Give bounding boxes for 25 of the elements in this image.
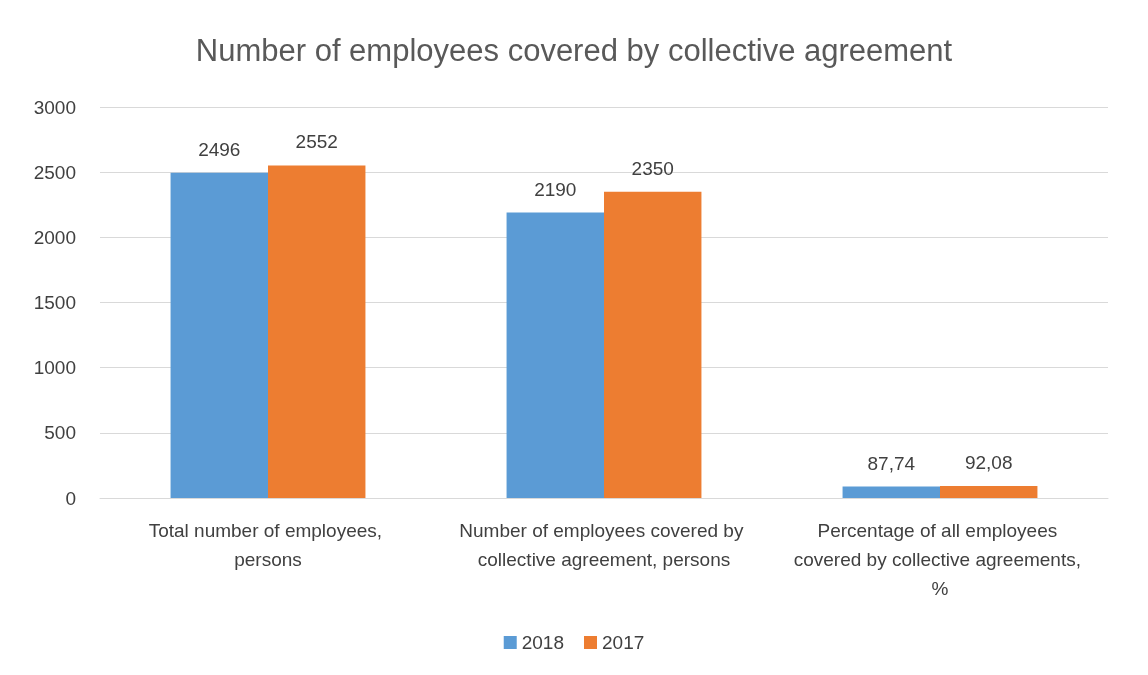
x-tick-label: Total number of employees, persons [148,520,388,570]
bar [506,212,604,498]
y-tick-label: 1500 [33,292,76,313]
legend-label: 2018 [521,632,565,653]
y-tick-label: 2500 [33,161,76,183]
legend-label: 2017 [602,632,645,653]
x-tick-label: Percentage of all employees covered by collective agreements, % [793,520,1087,599]
bar [940,486,1038,498]
data-label: 92,08 [964,452,1013,473]
y-tick-label: 2000 [33,226,76,248]
bar [604,191,702,498]
data-label: 2552 [295,131,338,153]
data-label: 2496 [198,138,241,160]
bar [268,165,366,498]
x-tick-label: Number of employees covered by collective agreement, persons [459,520,749,570]
chart-title: Number of employees covered by collective agreement [195,33,953,68]
y-tick-label: 500 [44,422,76,444]
bar [170,172,268,498]
data-label: 2350 [631,157,674,179]
y-tick-label: 3000 [33,96,76,118]
data-label: 87,74 [867,452,916,474]
bar [842,486,940,498]
y-tick-label: 0 [65,487,76,509]
y-tick-label: 1000 [33,357,76,379]
data-label: 2190 [534,178,577,200]
